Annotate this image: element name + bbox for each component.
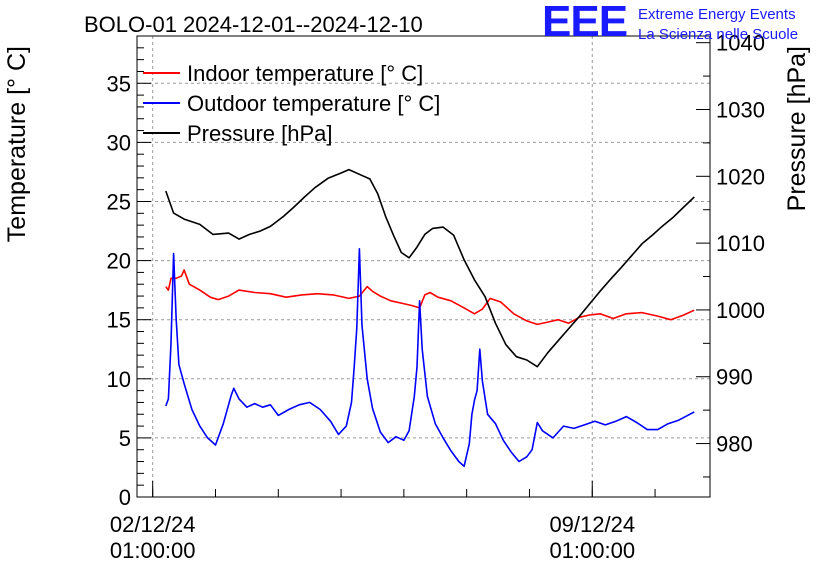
y-tick-label: 25 [107,189,131,214]
series-lines [165,168,695,468]
y2-tick-label: 1010 [716,231,765,256]
y2-tick-label: 1030 [716,97,765,122]
y2-tick-label: 1000 [716,298,765,323]
eee-logo-mark: EEE [542,0,628,46]
series-line-2 [165,168,695,368]
x-tick-label-date: 09/12/24 [549,512,635,537]
legend-label-2: Pressure [hPa] [187,121,333,146]
eee-logo: EEE Extreme Energy Events La Scienza nel… [542,0,834,46]
plot-frame [136,35,711,498]
y-tick-label: 35 [107,71,131,96]
y-tick-label: 5 [119,426,131,451]
x-tick-label-time: 01:00:00 [110,538,196,563]
y2-tick-label: 1040 [716,31,765,56]
x-tick-label-time: 01:00:00 [549,538,635,563]
axes: 0 5 10 15 20 25 30 35 980 990 1000 1010 1020 1030 1040… [107,31,765,563]
series-line-1 [165,248,695,468]
y-tick-label: 15 [107,308,131,333]
y2-tick-label: 980 [716,432,753,457]
legend-label-1: Outdoor temperature [° C] [187,91,440,116]
y-tick-label: 10 [107,367,131,392]
legend-label-0: Indoor temperature [° C] [187,61,423,86]
legend: Indoor temperature [° C] Outdoor temperat… [143,61,440,146]
chart-title: BOLO-01 2024-12-01--2024-12-10 [84,12,423,37]
logo-line-1: Extreme Energy Events [638,6,796,23]
y-axis-label: Temperature [° C] [3,46,31,242]
y-tick-label: 20 [107,249,131,274]
logo-line-2: La Scienza nelle Scuole [638,26,799,43]
x-tick-label-date: 02/12/24 [110,512,196,537]
y2-axis-label: Pressure [hPa] [783,46,811,211]
y2-tick-label: 990 [716,365,753,390]
y2-tick-label: 1020 [716,164,765,189]
series-line-0 [165,269,695,326]
grid [137,36,710,497]
y-tick-label: 0 [119,485,131,510]
y-tick-label: 30 [107,130,131,155]
